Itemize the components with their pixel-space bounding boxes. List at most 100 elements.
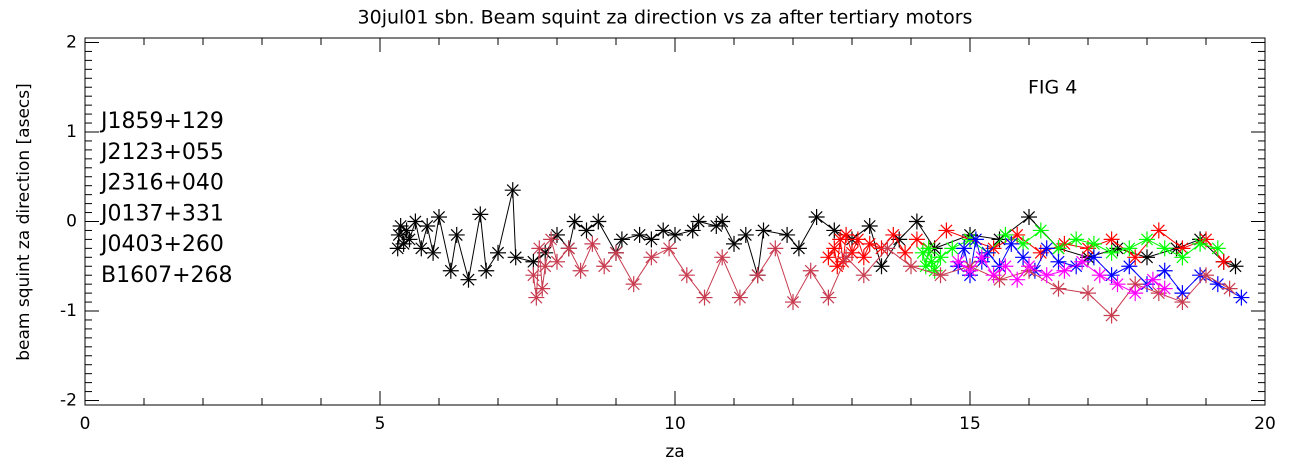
star-stroke <box>550 228 564 241</box>
data-point <box>684 222 701 239</box>
data-point <box>1233 289 1250 306</box>
legend-entry: J2123+055 <box>99 140 224 165</box>
star-stroke <box>1217 255 1230 268</box>
star-stroke <box>562 242 575 255</box>
data-point <box>967 231 984 248</box>
data-point <box>490 244 506 261</box>
data-point <box>1156 280 1173 297</box>
star-stroke <box>1129 251 1142 264</box>
star-stroke <box>1034 224 1047 237</box>
star-stroke <box>1176 251 1189 264</box>
x-tick-label: 10 <box>664 414 686 434</box>
data-point <box>1056 262 1073 279</box>
data-point <box>1144 271 1161 288</box>
chart-title: 30jul01 sbn. Beam squint za direction vs… <box>358 7 973 29</box>
data-point <box>938 222 955 239</box>
star-stroke <box>893 233 906 246</box>
data-point <box>1109 276 1126 293</box>
star-stroke <box>1093 269 1106 282</box>
star-stroke <box>409 215 422 228</box>
star-stroke <box>922 242 935 255</box>
data-point <box>790 240 807 257</box>
star-stroke <box>1052 242 1065 255</box>
star-stroke <box>530 291 543 304</box>
data-point <box>985 267 1002 284</box>
star-stroke <box>574 264 587 277</box>
data-point <box>973 249 990 266</box>
data-point <box>737 226 754 243</box>
data-point <box>950 253 967 270</box>
data-point <box>1103 231 1120 248</box>
star-stroke <box>427 246 440 259</box>
star-stroke <box>863 219 876 232</box>
star-stroke <box>480 264 493 277</box>
star-stroke <box>1081 287 1095 300</box>
star-stroke <box>981 246 994 259</box>
star-stroke <box>769 242 782 255</box>
star-stroke <box>786 296 800 309</box>
star-stroke <box>657 224 670 237</box>
data-point <box>690 213 707 230</box>
data-point <box>613 231 630 248</box>
star-stroke <box>491 246 505 259</box>
star-stroke <box>1052 282 1065 295</box>
star-stroke <box>851 233 864 246</box>
star-stroke <box>421 219 434 232</box>
star-stroke <box>598 260 611 273</box>
star-stroke <box>536 282 549 295</box>
data-point <box>903 258 919 275</box>
data-point <box>726 235 742 252</box>
star-stroke <box>857 269 870 282</box>
star-stroke <box>840 251 853 264</box>
star-stroke <box>609 246 623 259</box>
data-point <box>1127 285 1144 302</box>
data-point <box>525 267 542 284</box>
data-point <box>962 262 978 279</box>
star-stroke <box>946 242 959 255</box>
data-point <box>1221 280 1238 297</box>
data-point <box>1050 253 1067 270</box>
data-point <box>631 226 648 243</box>
data-point <box>643 231 660 248</box>
star-stroke <box>1040 242 1053 255</box>
star-stroke <box>910 233 923 246</box>
star-stroke <box>993 273 1006 286</box>
data-point <box>838 226 855 243</box>
star-stroke <box>716 251 729 264</box>
star-stroke <box>1158 242 1171 255</box>
star-stroke <box>394 219 407 232</box>
star-stroke <box>539 260 552 273</box>
star-stroke <box>792 242 805 255</box>
star-stroke <box>751 269 764 282</box>
star-stroke <box>462 273 475 286</box>
star-stroke <box>580 224 593 237</box>
data-point <box>1127 276 1144 293</box>
star-stroke <box>710 219 723 232</box>
star-stroke <box>1129 287 1142 300</box>
data-point <box>1127 249 1144 266</box>
legend-entry: B1607+268 <box>101 263 233 288</box>
data-point <box>785 294 801 311</box>
data-point <box>534 280 551 297</box>
data-point <box>643 249 660 266</box>
star-stroke <box>1146 273 1159 286</box>
data-point <box>997 258 1014 275</box>
star-stroke <box>533 242 546 255</box>
star-stroke <box>934 269 947 282</box>
star-stroke <box>1152 287 1165 300</box>
star-stroke <box>474 208 487 221</box>
data-point <box>1215 253 1232 270</box>
star-stroke <box>987 242 1000 255</box>
legend-entry: J0403+260 <box>99 232 224 257</box>
star-stroke <box>1158 282 1171 295</box>
series-line <box>957 239 1242 299</box>
star-stroke <box>987 269 1000 282</box>
star-stroke <box>969 233 982 246</box>
data-point <box>590 213 607 230</box>
legend-entry: J1859+129 <box>99 109 224 134</box>
star-stroke <box>568 215 581 228</box>
star-stroke <box>1076 255 1089 268</box>
star-stroke <box>1140 251 1154 264</box>
data-point <box>755 222 772 239</box>
star-stroke <box>1087 237 1100 250</box>
